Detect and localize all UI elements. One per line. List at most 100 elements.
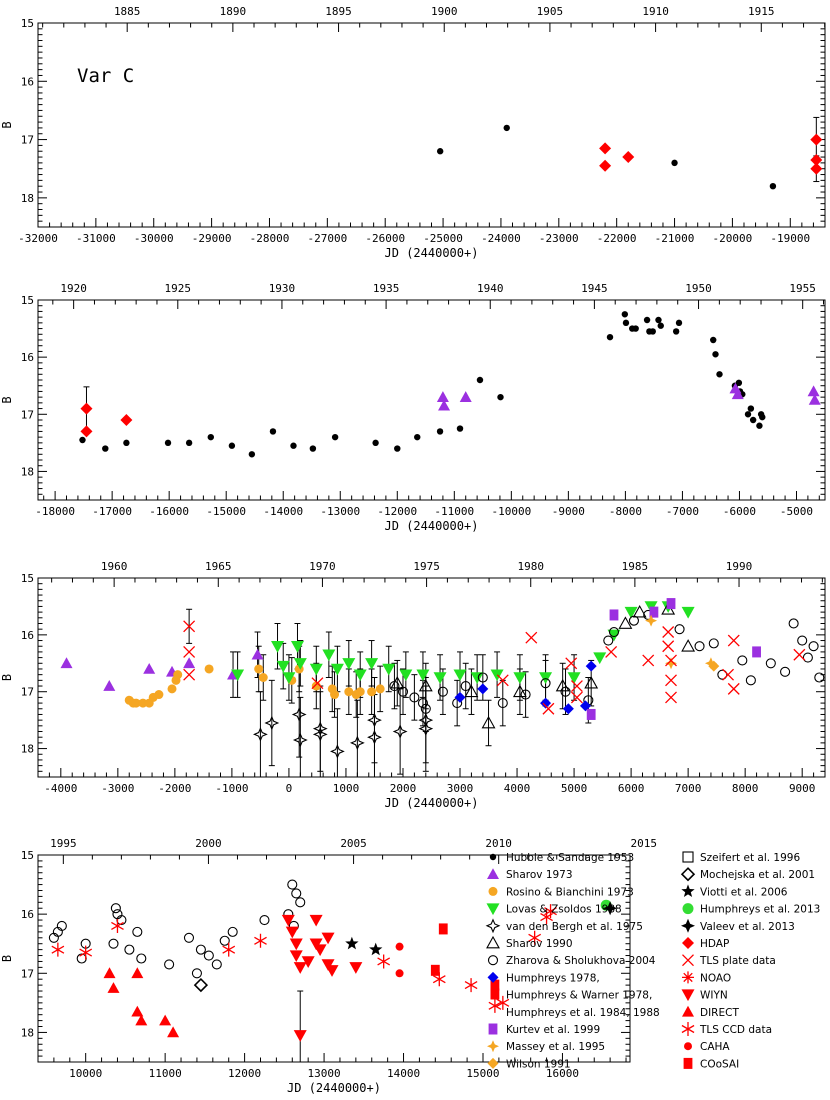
data-point-sharov73 — [251, 648, 264, 660]
data-point-hubble — [269, 428, 277, 435]
x-tick-label: -24000 — [481, 232, 521, 245]
data-point-zharova — [737, 655, 748, 666]
legend-entry: DIRECT — [682, 1005, 739, 1019]
legend-marker-zharova — [487, 955, 499, 966]
data-point-lovas — [342, 658, 356, 670]
y-axis-label: B — [0, 396, 14, 403]
legend-marker-rosino — [488, 886, 498, 896]
data-point-hubble — [290, 442, 297, 449]
data-point-tlsplate — [183, 620, 196, 633]
data-point-wiyn — [321, 959, 335, 971]
data-point-vdb — [264, 715, 280, 731]
data-point-lovas — [293, 658, 307, 670]
legend-label: Rosino & Bianchini 1973 — [506, 886, 634, 898]
data-point-zharova — [560, 686, 571, 697]
legend-entry: CAHA — [684, 1041, 730, 1053]
legend-label: Hubble & Sandage 1953 — [506, 852, 634, 864]
data-point-hdap — [810, 133, 823, 146]
legend-entry: Humphreys & Warner 1978, — [506, 990, 652, 1002]
data-point-tlsplate — [665, 691, 677, 704]
data-point-lovas — [470, 672, 484, 684]
data-point-zharova — [227, 926, 238, 937]
panel-1: -32000 -31000 -30000 -29000 -28000 -27000 -260… — [0, 5, 826, 260]
data-point-zharova — [808, 641, 819, 652]
legend-label: Mochejska et al. 2001 — [700, 869, 815, 881]
data-point-tlsplate — [496, 674, 509, 687]
year-tick-label: 1985 — [622, 560, 649, 573]
x-tick-label: -15000 — [206, 505, 246, 518]
data-point-vdb — [418, 712, 434, 728]
x-axis-label: JD (2440000+) — [287, 1081, 381, 1095]
data-point-hubble — [649, 328, 656, 335]
year-tick-label: 1950 — [685, 282, 712, 295]
data-point-tlsplate — [727, 682, 740, 695]
data-point-hubble — [394, 445, 401, 452]
data-point-hubble — [749, 416, 757, 424]
x-tick-label: -5000 — [780, 505, 813, 518]
data-point-wiyn — [349, 962, 363, 974]
data-point-hubble — [643, 316, 651, 324]
data-point-zharova — [211, 959, 222, 970]
x-tick-label: -23000 — [539, 232, 579, 245]
data-point-humphreys — [562, 703, 574, 715]
legend-label: Humphreys & Warner 1978, — [506, 990, 652, 1002]
data-point-hubble — [735, 379, 743, 387]
x-tick-label: -27000 — [307, 232, 347, 245]
data-point-tlsccd — [254, 933, 267, 948]
data-point-humphreys — [454, 691, 466, 703]
data-point-zharova — [409, 692, 420, 703]
x-tick-label: -19000 — [770, 232, 810, 245]
data-point-zharova — [195, 944, 206, 955]
data-point-hubble — [207, 433, 214, 441]
data-point-viotti — [369, 942, 383, 956]
data-point-sharov73 — [436, 391, 449, 402]
x-tick-label: -31000 — [76, 232, 116, 245]
legend-marker-direct — [682, 1005, 694, 1017]
data-point-tlsplate — [542, 702, 555, 715]
legend-marker-sharov73 — [487, 868, 499, 879]
x-tick-label: 4000 — [504, 782, 531, 795]
legend-label: NOAO — [700, 972, 731, 984]
data-point-hubble — [606, 333, 614, 341]
year-tick-label: 1995 — [50, 837, 77, 850]
y-tick-label: 15 — [21, 849, 34, 862]
data-point-tlsplate — [183, 668, 196, 681]
x-tick-label: 3000 — [447, 782, 474, 795]
data-point-hubble — [436, 428, 444, 435]
legend-entry: Sharov 1973 — [487, 868, 573, 881]
data-points — [60, 598, 825, 777]
data-point-rosino — [173, 670, 183, 680]
legend-marker-sharov90 — [486, 935, 500, 949]
x-tick-label: -25000 — [423, 232, 463, 245]
data-point-tlsplate — [605, 645, 618, 658]
data-point-kurtev — [649, 606, 659, 618]
data-point-sharov90 — [481, 715, 496, 729]
legend-entry: HDAP — [682, 937, 729, 950]
x-tick-label: -9000 — [552, 505, 585, 518]
data-point-lovas — [322, 649, 336, 662]
data-point-wiyn — [325, 965, 339, 977]
data-point-hubble — [248, 451, 256, 458]
data-point-hubble — [309, 445, 317, 452]
x-tick-label: -17000 — [92, 505, 132, 518]
data-point-hubble — [228, 442, 236, 449]
legend-label: WIYN — [700, 990, 728, 1002]
x-tick-label: 7000 — [675, 782, 702, 795]
data-point-rosino — [204, 664, 214, 674]
data-point-hubble — [79, 436, 86, 444]
data-point-zharova — [477, 672, 488, 683]
x-tick-label: 13000 — [308, 1067, 341, 1080]
data-point-zharova — [164, 959, 175, 970]
legend-marker-mochejska — [680, 867, 696, 882]
x-tick-label: 2000 — [390, 782, 417, 795]
year-tick-label: 2010 — [485, 837, 512, 850]
year-tick-label: 1930 — [269, 282, 296, 295]
data-point-zharova — [136, 953, 147, 964]
data-point-direct — [131, 1005, 144, 1017]
legend-entry: WIYN — [681, 989, 728, 1002]
data-point-hubble — [756, 422, 763, 429]
data-point-lovas — [453, 669, 467, 682]
data-point-lovas — [365, 658, 379, 670]
plot-frame — [37, 577, 826, 778]
legend-marker-szeifert — [682, 851, 694, 863]
